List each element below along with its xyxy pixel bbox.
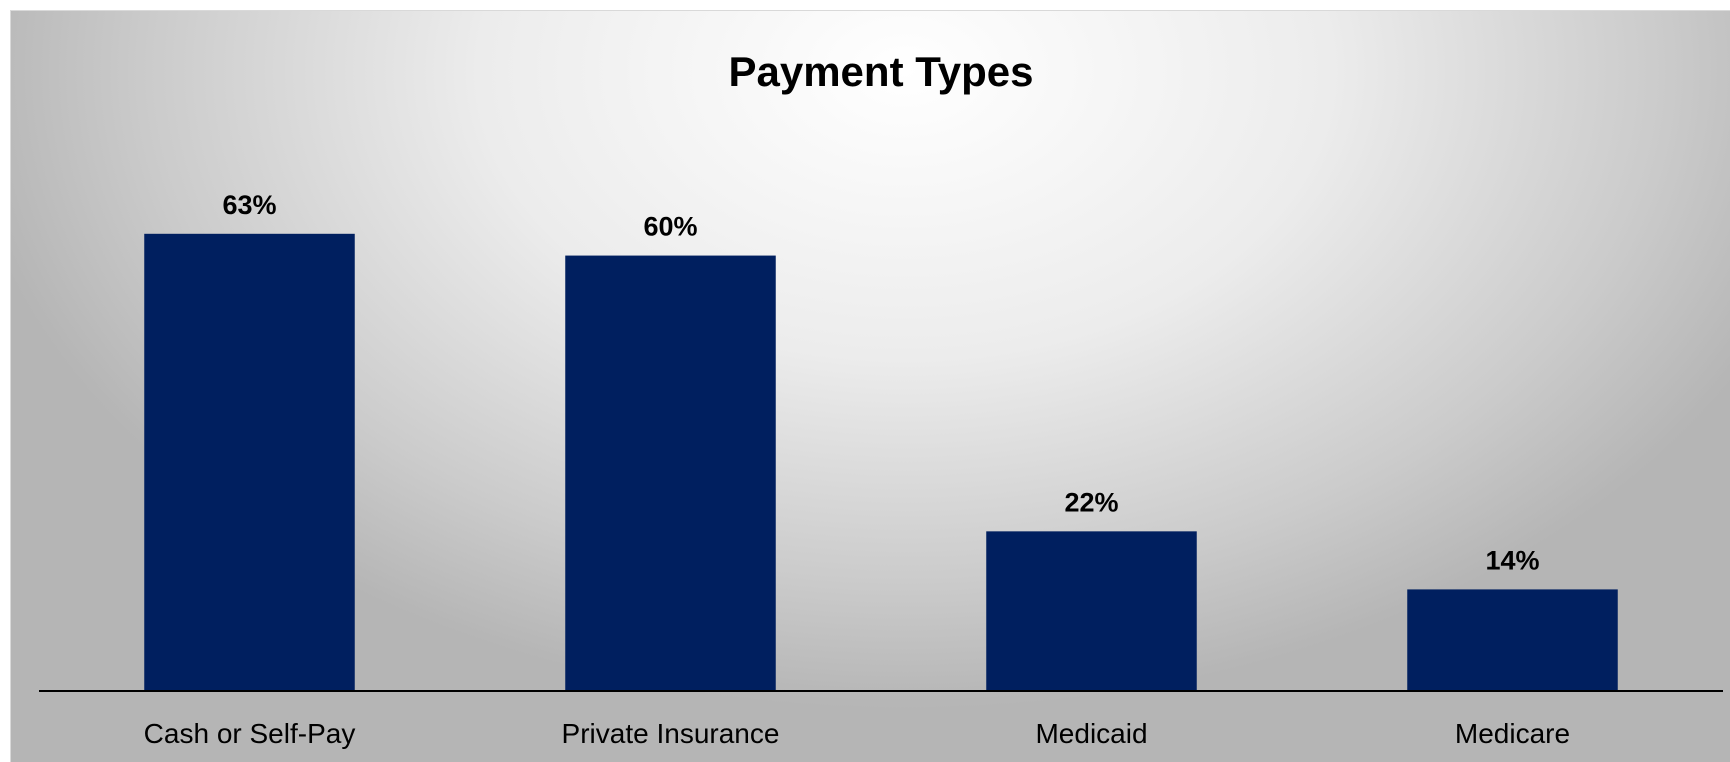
x-tick-label-0: Cash or Self-Pay [144, 718, 356, 749]
chart-area: Payment Types 63% Cash or Self-Pay 60% Priv… [10, 10, 1730, 762]
x-tick-label-3: Medicare [1455, 718, 1570, 749]
x-tick-label-1: Private Insurance [562, 718, 780, 749]
bar-0 [144, 233, 355, 692]
data-label-1: 60% [643, 212, 697, 242]
bars-layer [144, 233, 1618, 692]
bar-3 [1407, 589, 1618, 691]
data-label-0: 63% [222, 190, 276, 220]
bar-1 [565, 255, 776, 692]
labels-layer: 63% Cash or Self-Pay 60% Private Insurance 2… [144, 190, 1570, 749]
bar-2 [986, 531, 1197, 691]
data-label-2: 22% [1064, 487, 1118, 517]
bar-chart: Payment Types 63% Cash or Self-Pay 60% Priv… [39, 48, 1723, 749]
chart-title: Payment Types [728, 48, 1033, 95]
data-label-3: 14% [1485, 545, 1539, 575]
x-tick-label-2: Medicaid [1035, 718, 1147, 749]
